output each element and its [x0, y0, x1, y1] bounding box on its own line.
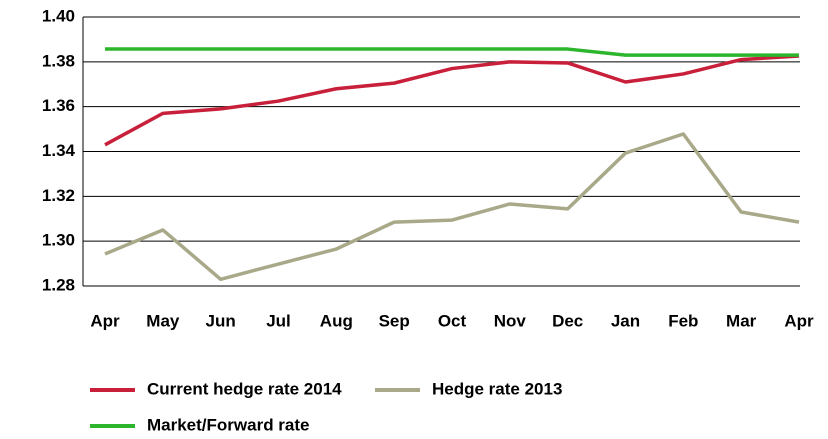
line-series [104, 132, 800, 282]
x-tick-label: Jun [206, 311, 236, 330]
x-tick-label: May [146, 311, 180, 330]
x-tick-label: Nov [494, 311, 527, 330]
x-tick-label: Jan [611, 311, 640, 330]
x-tick-label: Mar [726, 311, 757, 330]
y-tick-label: 1.34 [42, 141, 76, 160]
line-series [105, 47, 799, 57]
y-tick-label: 1.40 [42, 6, 75, 25]
y-tick-label: 1.32 [42, 186, 75, 205]
x-tick-label: Dec [552, 311, 583, 330]
y-tick-label: 1.30 [42, 231, 75, 250]
x-tick-label: Feb [668, 311, 698, 330]
x-tick-label: Oct [438, 311, 467, 330]
x-tick-label: Apr [90, 311, 120, 330]
y-tick-label: 1.28 [42, 275, 75, 294]
legend-label: Market/Forward rate [147, 415, 310, 434]
y-tick-label: 1.36 [42, 96, 75, 115]
x-tick-label: Apr [784, 311, 814, 330]
legend-label: Hedge rate 2013 [432, 379, 562, 398]
line-series [104, 54, 800, 147]
legend-label: Current hedge rate 2014 [147, 379, 342, 398]
x-tick-label: Sep [379, 311, 410, 330]
x-tick-label: Aug [320, 311, 353, 330]
y-tick-label: 1.38 [42, 51, 75, 70]
x-tick-label: Jul [266, 311, 291, 330]
